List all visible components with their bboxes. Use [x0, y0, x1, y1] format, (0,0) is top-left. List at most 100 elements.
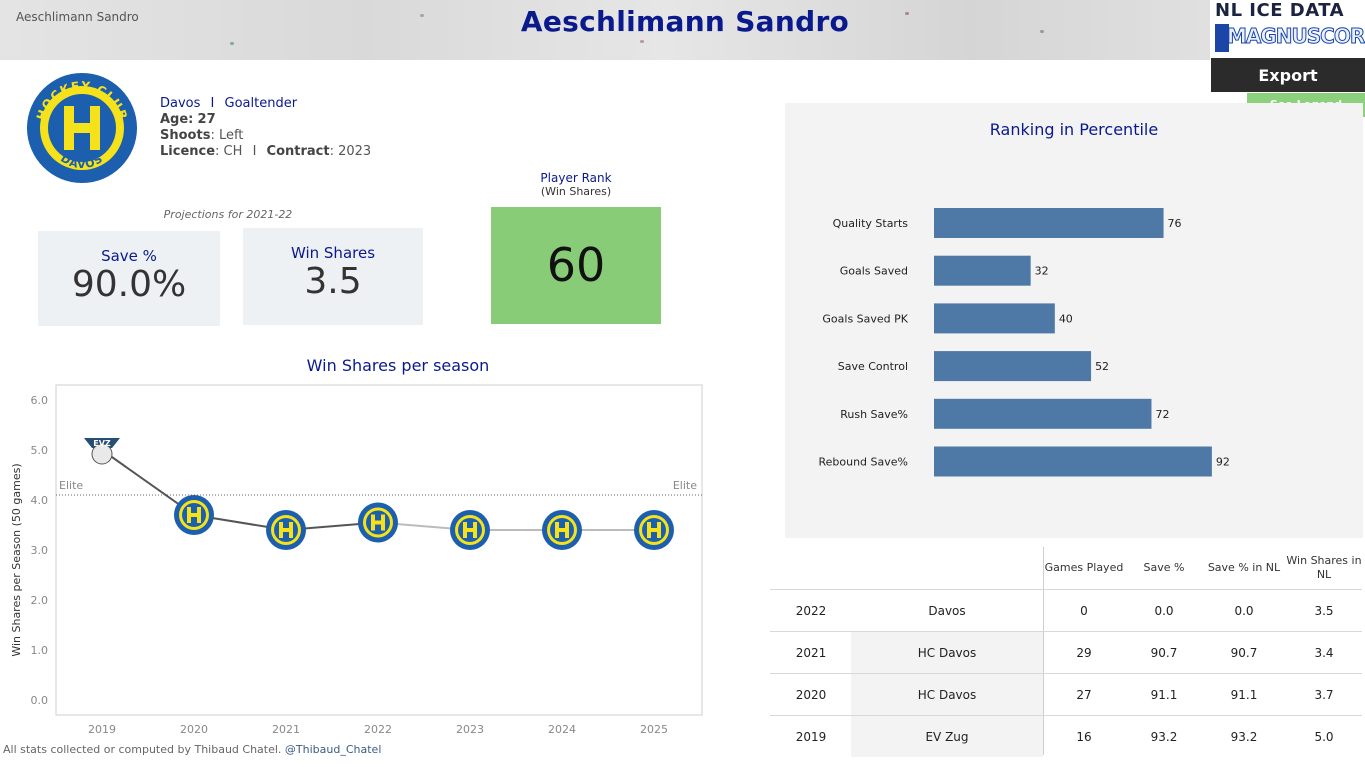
logo-text-bottom: DAVOS: [58, 152, 104, 171]
y-tick-label: 1.0: [31, 644, 49, 657]
win-shares-nl-cell: 5.0: [1314, 730, 1334, 744]
footer: All stats collected or computed by Thiba…: [3, 743, 381, 756]
percentile-category-label: Rush Save%: [840, 408, 908, 421]
contract-label: Contract: [266, 144, 330, 159]
team-cell-shade: [851, 716, 1043, 757]
percentile-category-label: Goals Saved PK: [822, 312, 908, 325]
team-cell: EV Zug: [925, 730, 969, 744]
licence-line: Licence: CH I Contract: 2023: [160, 144, 371, 160]
percentile-row: Quality Starts 76: [833, 208, 1182, 238]
table-header-cell: Games Played: [1044, 561, 1124, 574]
win-shares-nl-cell: 3.5: [1314, 604, 1334, 618]
season-point: [358, 502, 398, 543]
season-cell: 2020: [795, 688, 827, 702]
y-tick-label: 4.0: [31, 494, 49, 507]
brand-sub: MAGNUSCORSI: [1215, 22, 1365, 54]
percentile-value-label: 92: [1216, 456, 1230, 469]
y-tick-label: 6.0: [31, 394, 49, 407]
brand-logo: NL ICE DATA MAGNUSCORSI: [1211, 0, 1365, 58]
win-shares-line: [101, 449, 379, 532]
davos-logo-h: [279, 528, 293, 532]
percentile-value-label: 76: [1168, 217, 1182, 230]
info-separator: I: [210, 96, 215, 111]
rank-subtitle: (Win Shares): [540, 185, 612, 198]
evz-logo-wing: [84, 438, 120, 448]
projections-label: Projections for 2021-22: [163, 208, 293, 221]
table-row: 2022 Davos 0 0.0 0.0 3.5: [770, 589, 1362, 631]
shoots-label: Shoots: [160, 128, 211, 143]
brand-name: NL ICE DATA: [1215, 0, 1345, 21]
win-shares-line-chart: 0.0 1.0 2.0 3.0 4.0 5.0 6.0 2019 2020 2021 2022 202…: [10, 384, 703, 736]
percentile-bar: [934, 255, 1031, 286]
percentile-category-label: Quality Starts: [833, 217, 909, 230]
player-age: 27: [197, 112, 216, 127]
season-point: [266, 510, 306, 550]
save-pct-nl-cell: 91.1: [1230, 688, 1258, 702]
win-shares-label: Win Shares: [290, 244, 376, 262]
team-position-line: Davos I Goaltender: [160, 96, 371, 112]
x-tick-label: 2020: [180, 723, 208, 736]
y-tick-label: 5.0: [31, 444, 49, 457]
save-pct-cell: 93.2: [1150, 730, 1178, 744]
y-axis-label: Win Shares per Season (50 games): [10, 463, 23, 656]
percentile-bar: [934, 351, 1092, 382]
footer-handle[interactable]: @Thibaud_Chatel: [284, 743, 382, 756]
elite-label-right: Elite: [673, 479, 697, 492]
x-tick-label: 2021: [272, 723, 300, 736]
percentile-bar: [934, 398, 1152, 429]
save-pct-cell: 0.0: [1154, 604, 1174, 618]
y-tick-label: 0.0: [31, 694, 49, 707]
davos-logo-h: [463, 528, 477, 532]
shoots-line: Shoots: Left: [160, 128, 371, 144]
davos-logo-h: [555, 528, 569, 532]
export-button[interactable]: Export: [1211, 58, 1365, 92]
x-tick-label: 2025: [640, 723, 668, 736]
percentile-bar-chart: Quality Starts 76 Goals Saved 32 Goals Saved…: [818, 208, 1230, 477]
banner-texture: [905, 12, 909, 15]
x-tick-label: 2024: [548, 723, 576, 736]
x-tick-label: 2022: [364, 723, 392, 736]
save-pct-cell: 91.1: [1150, 688, 1178, 702]
games-played-cell: 29: [1076, 646, 1092, 660]
davos-logo-h: [371, 520, 385, 525]
save-pct-label: Save %: [101, 247, 157, 265]
table-header-cell: Save %: [1143, 561, 1185, 574]
player-shoots: : Left: [210, 128, 244, 143]
player-team: Davos: [160, 96, 201, 111]
season-cell: 2022: [795, 604, 827, 618]
percentile-value-label: 40: [1059, 312, 1073, 325]
rank-title: Player Rank: [540, 171, 612, 185]
brand-bar: [1215, 24, 1229, 52]
footer-text: All stats collected or computed by Thiba…: [3, 743, 282, 756]
save-pct-nl-cell: 90.7: [1230, 646, 1258, 660]
player-position: Goaltender: [224, 96, 298, 111]
plot-area: [55, 384, 703, 716]
percentile-row: Rush Save% 72: [840, 398, 1169, 429]
age-label: Age:: [160, 112, 194, 127]
age-line: Age: 27: [160, 112, 371, 128]
win-shares-nl-cell: 3.7: [1314, 688, 1334, 702]
percentile-bar: [934, 208, 1164, 238]
banner-texture: [1040, 30, 1044, 33]
season-point: EVZ: [84, 438, 120, 465]
save-pct-value: 90.0%: [71, 264, 187, 305]
banner-texture: [640, 40, 644, 43]
percentile-category-label: Rebound Save%: [818, 456, 908, 469]
elite-label-left: Elite: [59, 479, 83, 492]
percentile-title: Ranking in Percentile: [989, 120, 1159, 139]
percentile-row: Rebound Save% 92: [818, 446, 1230, 477]
table-header-cell: Win Shares in NL: [1286, 554, 1362, 581]
season-point: [634, 510, 674, 550]
percentile-value-label: 32: [1035, 265, 1049, 278]
davos-logo-h: [647, 528, 661, 532]
x-tick-label: 2019: [88, 723, 116, 736]
percentile-bar: [934, 446, 1212, 477]
season-point: [542, 510, 582, 550]
win-shares-chart-title: Win Shares per season: [306, 356, 490, 375]
percentile-row: Save Control 52: [838, 351, 1109, 382]
team-cell-shade: [851, 632, 1043, 673]
davos-logo-h: [187, 513, 201, 517]
win-shares-projection-line: [377, 521, 654, 531]
percentile-category-label: Goals Saved: [840, 265, 908, 278]
save-pct-nl-cell: 93.2: [1230, 730, 1258, 744]
